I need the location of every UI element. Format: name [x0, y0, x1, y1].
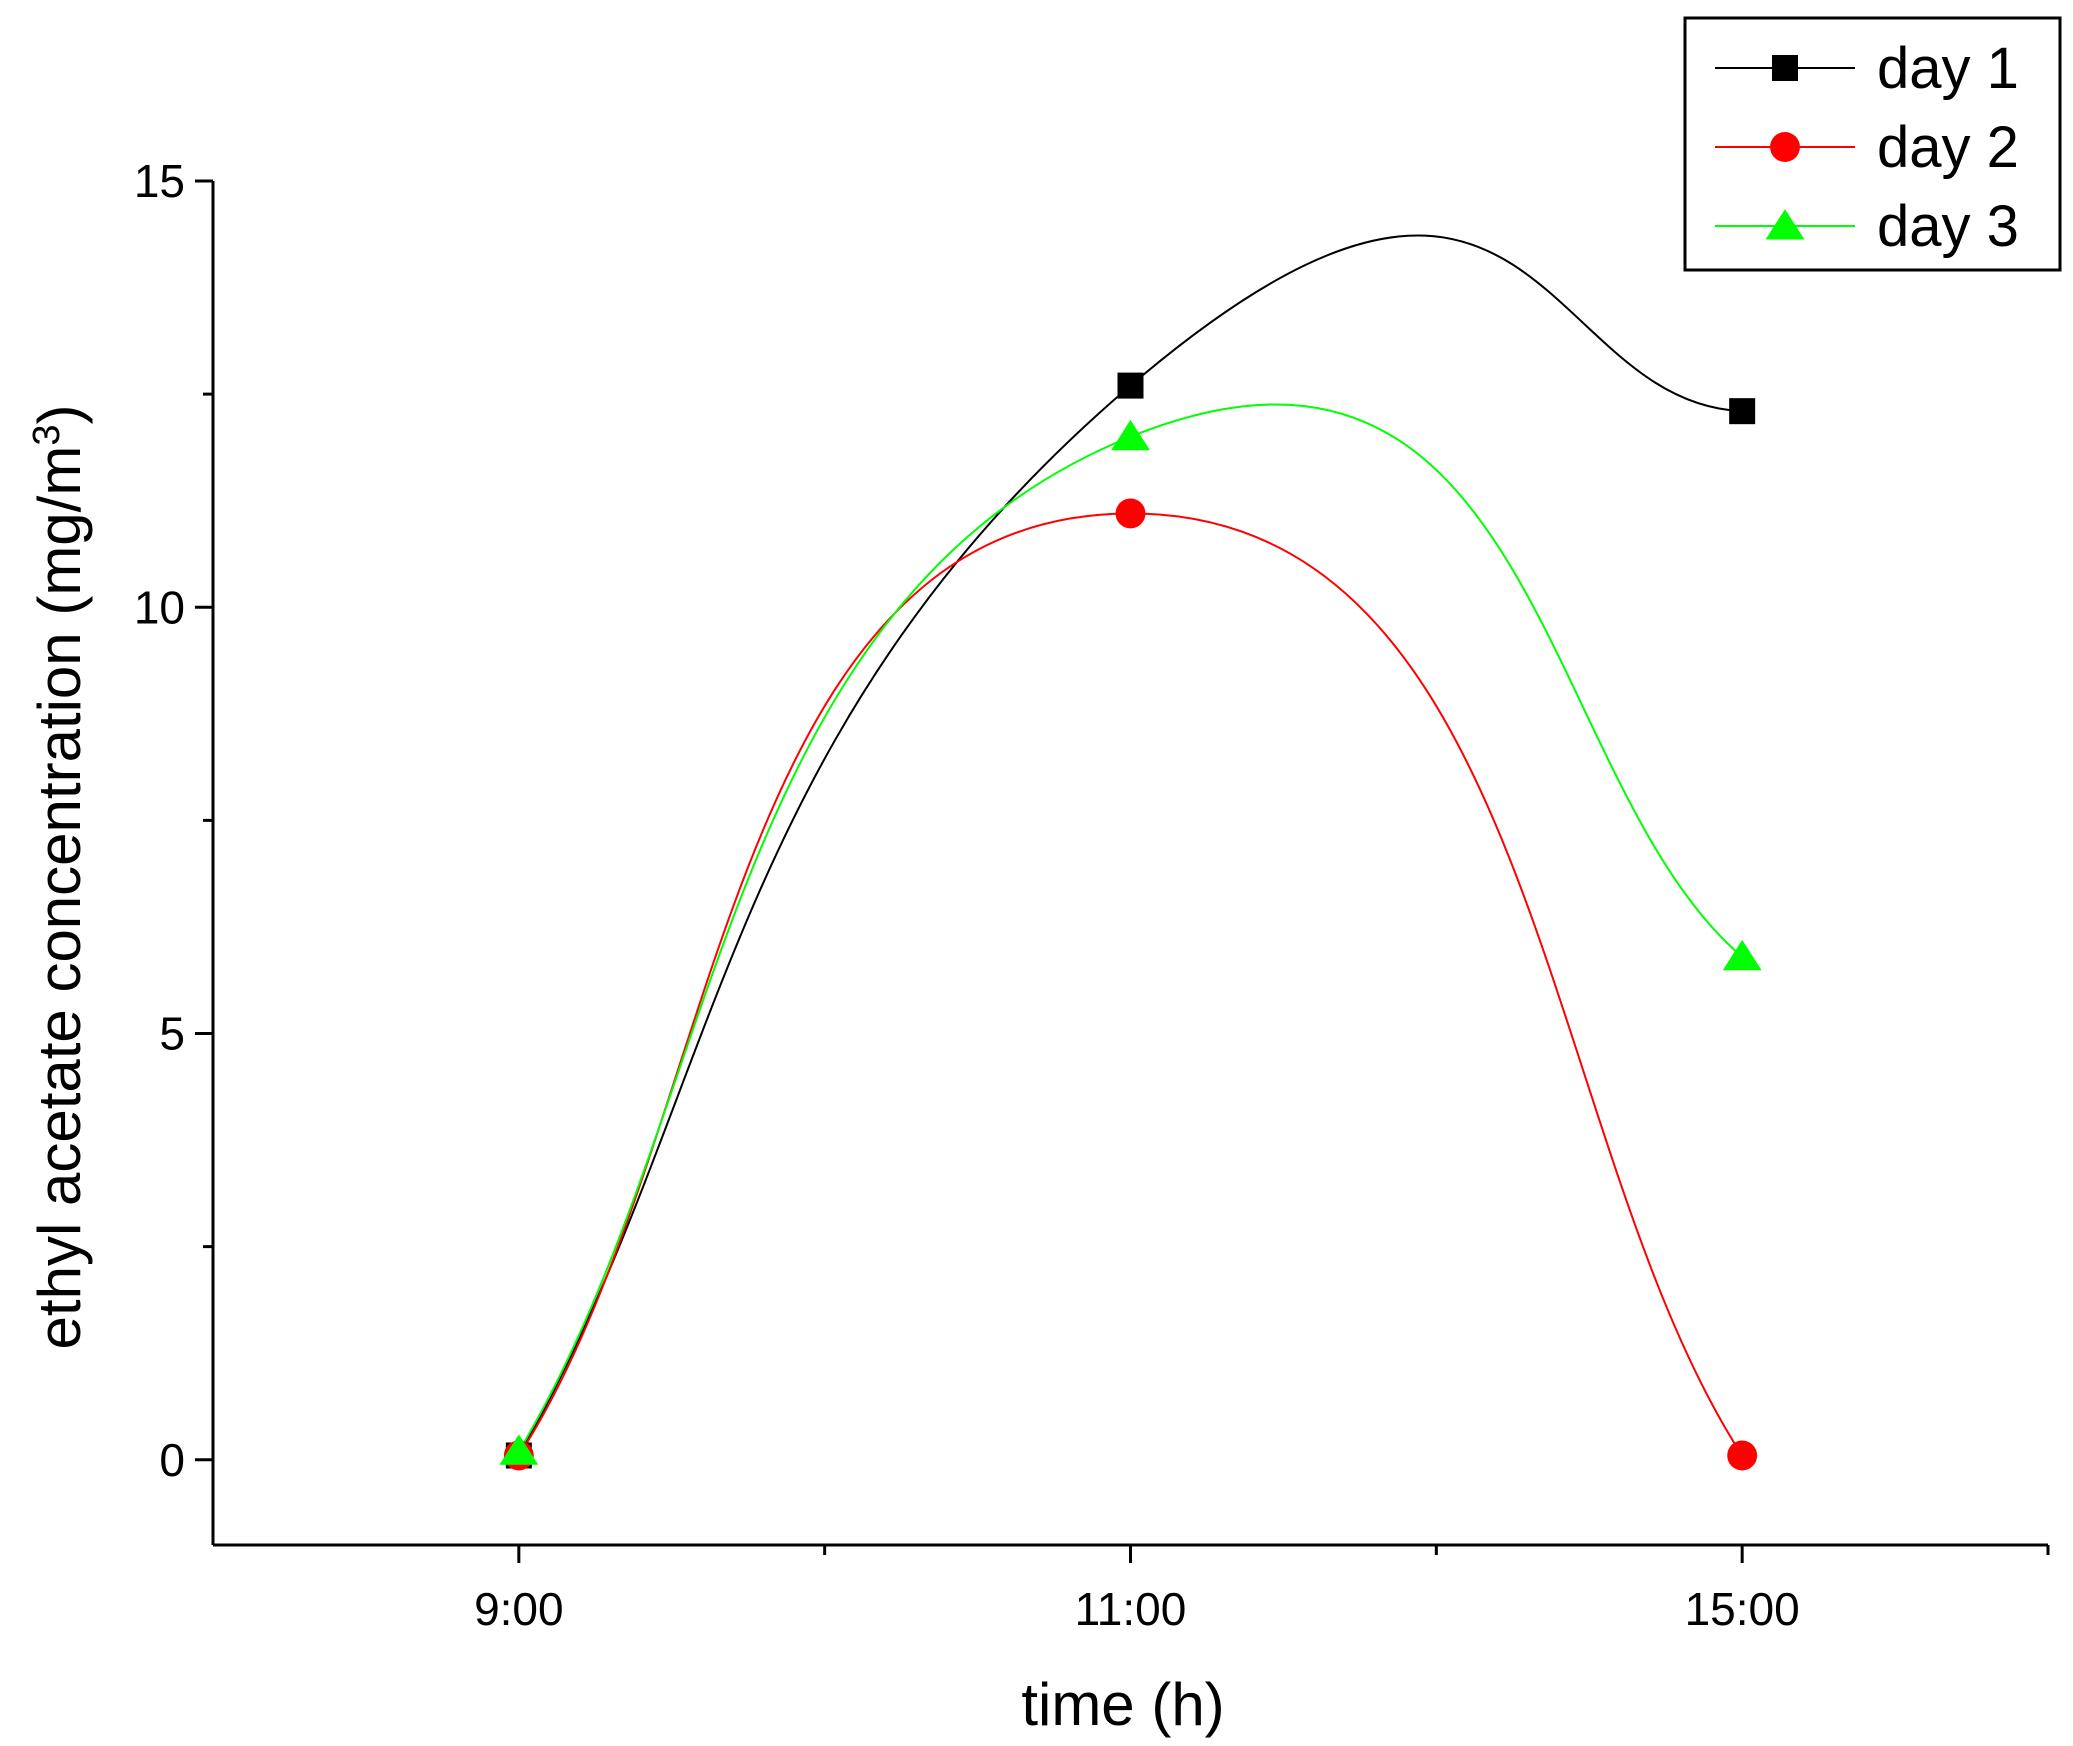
- x-tick-label: 9:00: [474, 1583, 564, 1635]
- legend-label-day-2: day 2: [1877, 115, 2019, 180]
- x-axis-title: time (h): [1021, 1671, 1224, 1738]
- data-point-day-2: [1727, 1440, 1758, 1471]
- y-axis-title: ethyl acetate concentration (mg/m3): [26, 405, 93, 1350]
- y-axis-title-superscript: 3: [26, 425, 68, 446]
- y-tick-label: 5: [159, 1008, 185, 1060]
- legend-marker-day-3: [1765, 209, 1805, 240]
- x-tick-label: 15:00: [1685, 1583, 1800, 1635]
- y-tick-label: 10: [134, 581, 185, 633]
- y-axis-title-close: ): [26, 405, 93, 425]
- axes: 0 5 10 15 9:00 11:00 15:00: [134, 155, 2050, 1635]
- data-point-day-3: [1722, 939, 1762, 971]
- legend-label-day-1: day 1: [1877, 36, 2019, 101]
- data-point-day-1: [1117, 372, 1144, 399]
- series-layer: [499, 234, 1762, 1471]
- x-tick-label: 11:00: [1075, 1583, 1187, 1635]
- data-point-day-1: [1729, 398, 1756, 425]
- series-line-day-3: [517, 403, 1743, 1452]
- legend-marker-day-1: [1772, 55, 1798, 81]
- legend-marker-day-2: [1770, 132, 1800, 162]
- data-point-day-3: [499, 1434, 539, 1465]
- data-point-day-2: [1115, 498, 1146, 529]
- y-tick-label: 0: [159, 1434, 185, 1486]
- series-line-day-1: [517, 234, 1743, 1456]
- y-axis-title-main: ethyl acetate concentration (mg/m: [26, 446, 93, 1350]
- y-tick-label: 15: [134, 155, 185, 207]
- legend-label-day-3: day 3: [1877, 194, 2019, 259]
- data-point-day-3: [1111, 419, 1150, 451]
- legend-box: [1683, 16, 2062, 272]
- legend: day 1 day 2 day 3: [1683, 16, 2062, 272]
